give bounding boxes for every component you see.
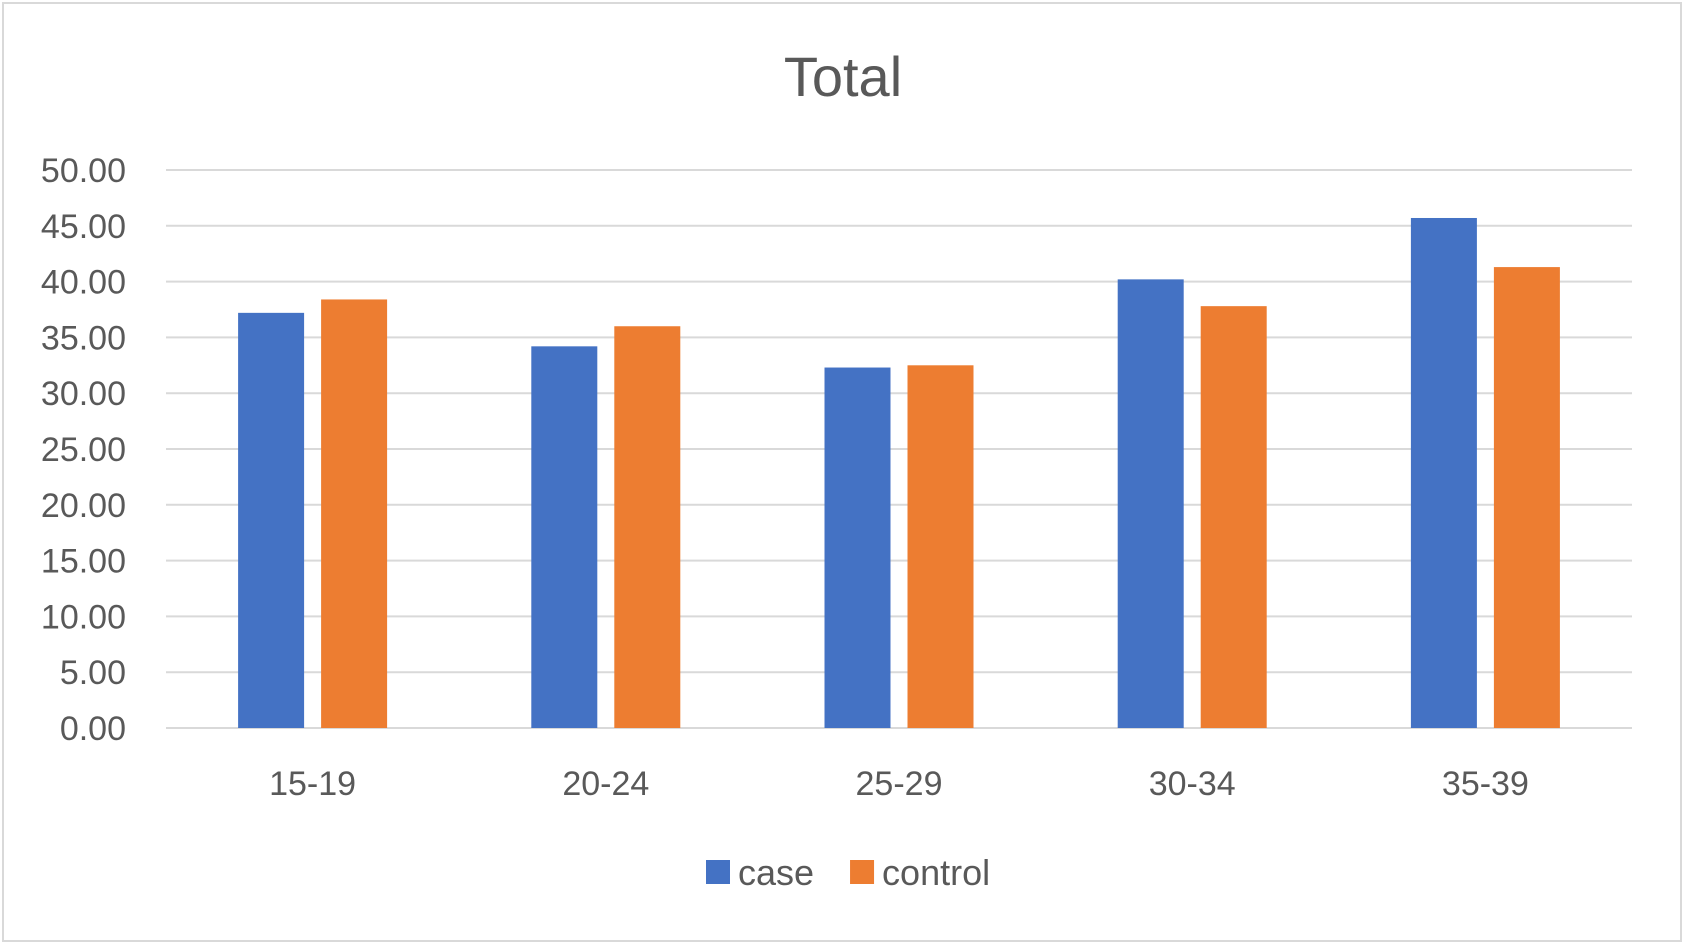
y-tick-label: 25.00 xyxy=(41,431,126,469)
legend-swatch-control xyxy=(850,860,875,884)
y-tick-label: 40.00 xyxy=(41,264,126,302)
gridlines xyxy=(166,169,1632,729)
bar-case-25-29 xyxy=(824,367,891,728)
y-tick-label: 30.00 xyxy=(41,375,126,413)
y-tick-label: 0.00 xyxy=(60,710,126,748)
bars xyxy=(238,217,1560,728)
bar-control-25-29 xyxy=(907,365,974,728)
legend-label-case: case xyxy=(738,852,814,893)
y-tick-label: 35.00 xyxy=(41,319,126,357)
bar-case-30-34 xyxy=(1117,279,1184,728)
bar-case-15-19 xyxy=(238,312,305,728)
x-tick-label: 15-19 xyxy=(269,765,356,803)
x-tick-label: 35-39 xyxy=(1442,765,1529,803)
x-tick-label: 30-34 xyxy=(1149,765,1236,803)
y-tick-label: 15.00 xyxy=(41,543,126,581)
y-axis-tick-labels: 0.00 5.00 10.00 15.00 20.00 25.00 30.00 35.00 40… xyxy=(41,152,126,748)
bar-case-35-39 xyxy=(1410,217,1477,728)
bar-case-20-24 xyxy=(531,346,598,728)
y-tick-label: 45.00 xyxy=(41,208,126,246)
legend-swatch-case xyxy=(706,860,730,884)
y-tick-label: 5.00 xyxy=(60,654,126,692)
chart-title: Total xyxy=(784,45,902,108)
legend: case control xyxy=(706,852,990,893)
y-tick-label: 20.00 xyxy=(41,487,126,525)
bar-control-20-24 xyxy=(614,326,681,728)
x-axis-tick-labels: 15-19 20-24 25-29 30-34 35-39 xyxy=(269,765,1529,803)
legend-label-control: control xyxy=(882,852,990,893)
y-tick-label: 10.00 xyxy=(41,598,126,636)
bar-control-15-19 xyxy=(321,299,388,728)
x-tick-label: 20-24 xyxy=(562,765,649,803)
bar-control-30-34 xyxy=(1200,306,1267,728)
x-tick-label: 25-29 xyxy=(856,765,943,803)
bar-control-35-39 xyxy=(1493,267,1560,728)
y-tick-label: 50.00 xyxy=(41,152,126,190)
